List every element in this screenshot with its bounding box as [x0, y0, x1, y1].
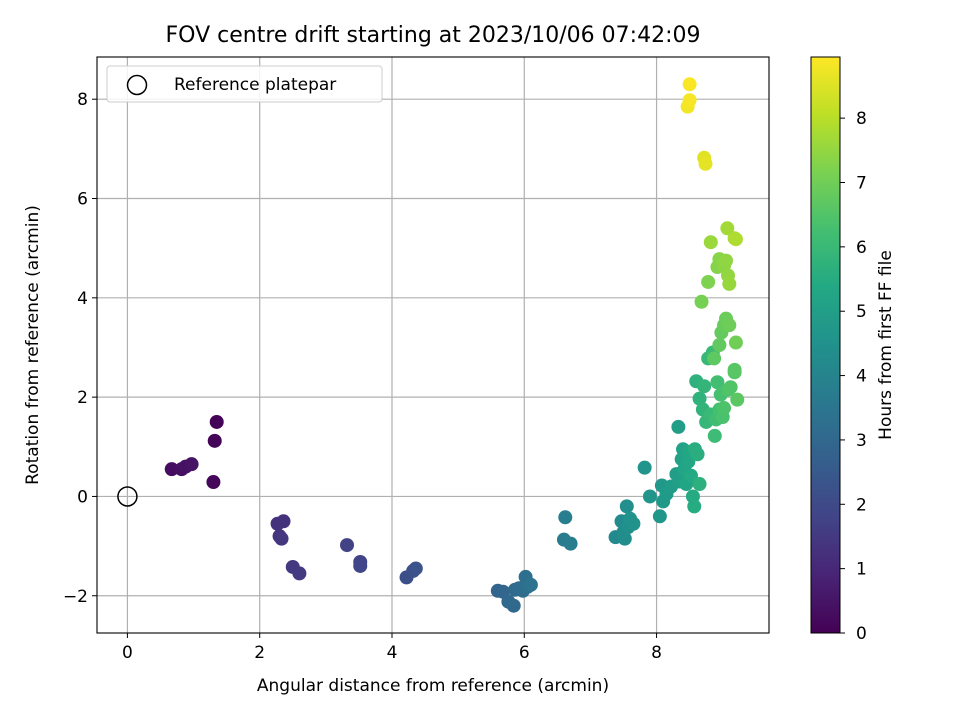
colorbar-tick-label: 8: [856, 109, 867, 129]
y-tick-label: 8: [77, 90, 88, 110]
data-point: [563, 536, 578, 551]
y-tick-label: 0: [77, 487, 88, 507]
colorbar-tick-label: 1: [856, 560, 867, 580]
data-point: [687, 499, 702, 514]
y-axis-label: Rotation from reference (arcmin): [23, 205, 43, 485]
data-point: [707, 351, 722, 366]
chart-title: FOV centre drift starting at 2023/10/06 …: [166, 23, 701, 48]
data-point: [340, 538, 355, 553]
data-point: [683, 468, 698, 483]
data-point: [728, 232, 743, 247]
data-point: [723, 380, 738, 395]
data-point: [694, 294, 709, 309]
data-point: [712, 338, 727, 352]
colorbar: 0 1 2 3 4 5 6 7 8 Hours from first FF file: [810, 56, 896, 644]
colorbar-tick-label: 2: [856, 495, 867, 515]
data-point: [619, 499, 634, 514]
data-point: [728, 335, 743, 350]
data-point: [209, 414, 224, 429]
data-point: [523, 577, 538, 592]
data-point: [692, 391, 707, 406]
grid-lines: [97, 57, 769, 633]
x-axis-ticks: 0 2 4 6 8: [122, 633, 662, 663]
data-point: [270, 516, 285, 531]
legend-box: [106, 65, 383, 103]
colorbar-tick-label: 5: [856, 302, 867, 322]
data-point: [164, 462, 179, 477]
data-point: [408, 561, 423, 576]
colorbar-tick-label: 0: [856, 624, 867, 644]
data-point: [506, 598, 521, 613]
plot-area-frame: [96, 56, 770, 634]
y-tick-label: −2: [63, 587, 88, 607]
y-axis-ticks: −2 0 2 4 6 8: [63, 90, 97, 607]
colorbar-tick-label: 4: [856, 367, 867, 387]
data-point: [707, 428, 722, 443]
x-axis-label: Angular distance from reference (arcmin): [257, 676, 609, 696]
data-point: [720, 221, 735, 236]
colorbar-tick-label: 7: [856, 173, 867, 193]
legend-reference-marker: [126, 74, 148, 96]
data-point: [727, 362, 742, 377]
data-point: [722, 318, 737, 333]
data-point: [690, 447, 705, 462]
data-point: [207, 433, 222, 448]
data-point: [353, 558, 368, 573]
colorbar-tick-label: 3: [856, 431, 867, 451]
reference-marker-layer: [117, 486, 138, 507]
data-point: [703, 235, 718, 250]
y-tick-label: 6: [77, 190, 88, 210]
data-point: [692, 477, 707, 492]
data-point: [682, 93, 697, 108]
data-point: [626, 516, 641, 531]
data-point: [710, 375, 725, 390]
colorbar-gradient: [810, 56, 841, 634]
data-point: [184, 457, 199, 472]
data-point: [292, 566, 307, 581]
data-point: [642, 489, 657, 504]
data-point: [698, 156, 713, 171]
legend: Reference platepar: [106, 65, 383, 103]
data-point: [717, 401, 732, 416]
x-tick-label: 4: [387, 643, 398, 663]
data-point: [701, 274, 716, 289]
data-point: [722, 276, 737, 291]
data-point: [682, 77, 697, 92]
y-tick-label: 2: [77, 388, 88, 408]
colorbar-label: Hours from first FF file: [876, 250, 896, 440]
x-tick-label: 0: [122, 643, 133, 663]
data-point: [558, 510, 573, 525]
data-point: [719, 253, 734, 268]
data-point: [697, 379, 712, 394]
scatter-points: [164, 77, 745, 613]
data-point: [671, 419, 686, 434]
data-point: [617, 531, 632, 546]
data-point: [637, 460, 652, 475]
legend-label: Reference platepar: [174, 75, 336, 95]
colorbar-tick-label: 6: [856, 238, 867, 258]
y-tick-label: 4: [77, 289, 88, 309]
data-point: [274, 531, 289, 546]
data-point: [206, 475, 221, 490]
reference-platepar-marker: [117, 486, 138, 507]
x-tick-label: 2: [254, 643, 265, 663]
data-point: [730, 392, 745, 407]
x-tick-label: 6: [519, 643, 530, 663]
data-point: [652, 509, 667, 524]
colorbar-ticks: 0 1 2 3 4 5 6 7 8: [840, 109, 867, 644]
x-tick-label: 8: [651, 643, 662, 663]
